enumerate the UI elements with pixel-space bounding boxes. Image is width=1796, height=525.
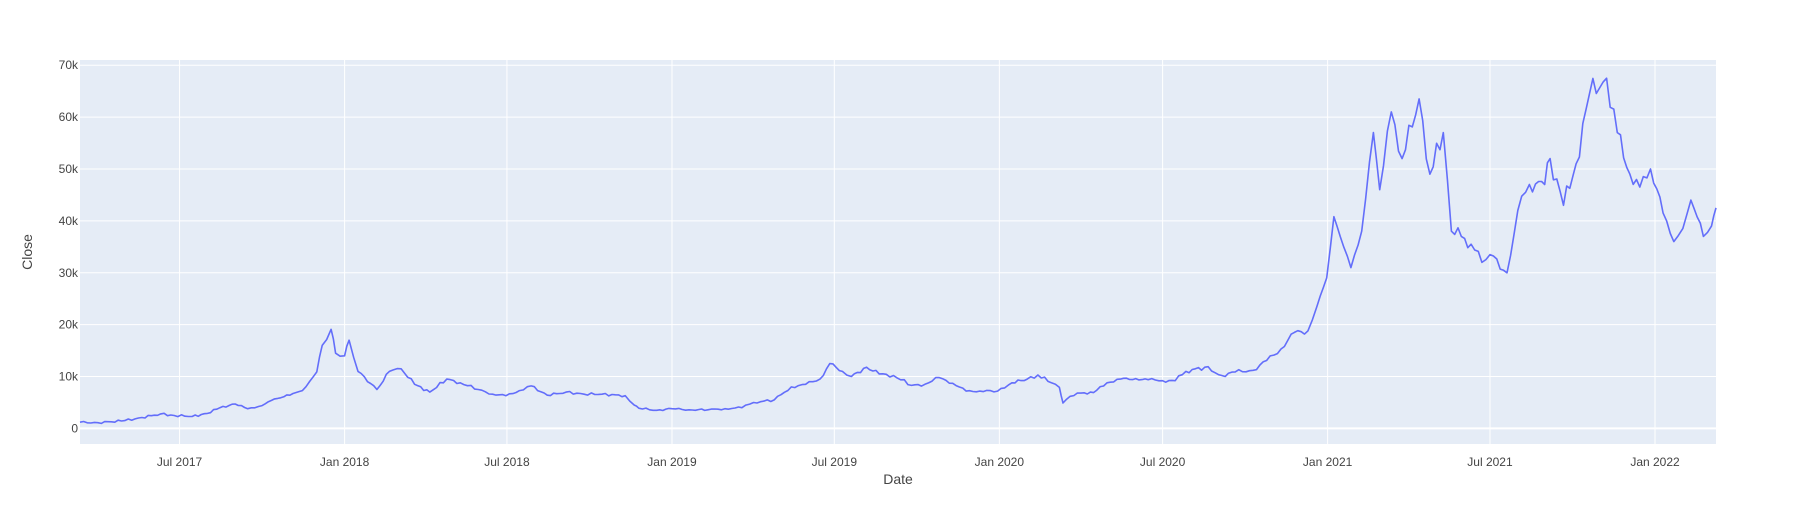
x-axis-ticks: Jul 2017 Jan 2018 Jul 2018 Jan 2019 Jul 2019… [157,455,1680,469]
y-tick-label: 30k [59,266,79,280]
x-tick-label: Jul 2017 [157,455,203,469]
y-tick-label: 10k [59,370,79,384]
y-tick-label: 0 [71,421,78,435]
y-tick-label: 60k [59,110,79,124]
x-tick-label: Jan 2021 [1303,455,1353,469]
y-tick-label: 40k [59,214,79,228]
y-tick-label: 20k [59,318,79,332]
series-layer [79,77,1717,425]
y-gridlines [80,64,1716,430]
series-line-close [79,77,1717,425]
x-tick-label: Jul 2021 [1467,455,1513,469]
y-axis-ticks: 0 10k 20k 30k 40k 50k 60k 70k [59,58,79,435]
y-tick-label: 50k [59,162,79,176]
x-tick-label: Jul 2020 [1140,455,1186,469]
x-tick-label: Jan 2019 [647,455,697,469]
x-tick-label: Jan 2022 [1630,455,1680,469]
y-tick-label: 70k [59,58,79,72]
x-gridlines [179,60,1656,444]
x-axis-title: Date [883,471,913,487]
x-tick-label: Jan 2018 [320,455,370,469]
y-axis-title: Close [19,234,35,270]
x-tick-label: Jul 2019 [812,455,858,469]
x-tick-label: Jan 2020 [975,455,1025,469]
x-tick-label: Jul 2018 [484,455,530,469]
plot-background [80,60,1716,444]
